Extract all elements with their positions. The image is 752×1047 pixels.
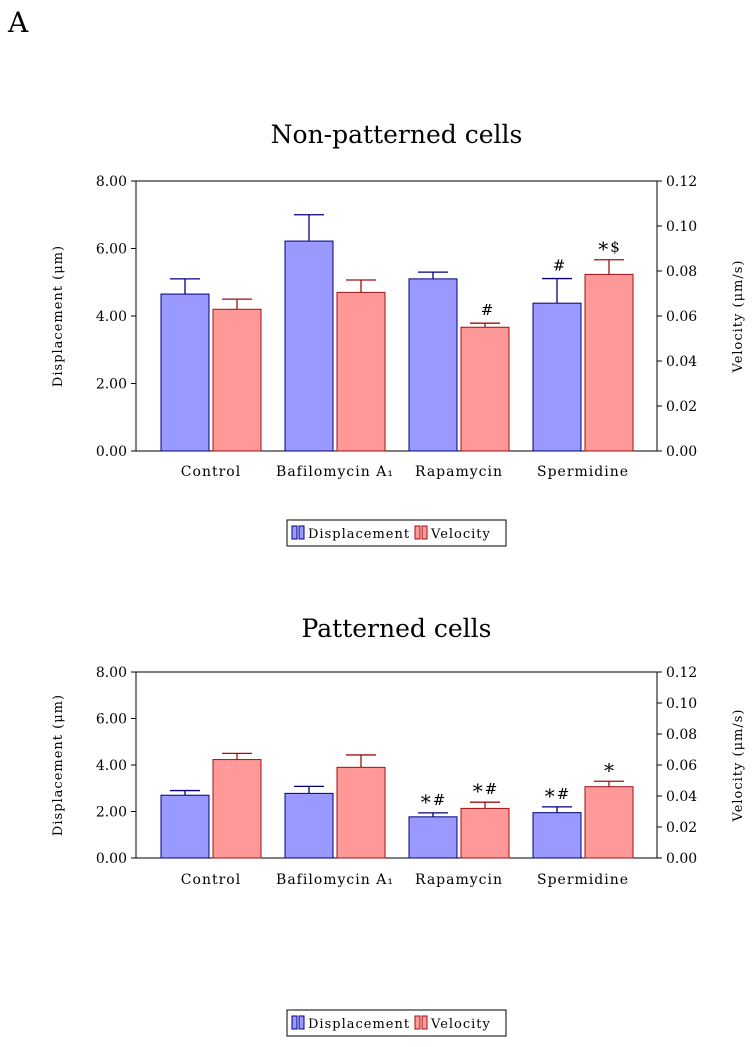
chart1-displacement-bar xyxy=(408,278,458,452)
chart1-left-tick-label: 2.00 xyxy=(96,377,127,393)
chart2-velocity-bar xyxy=(584,786,634,859)
chart1-displacement-bar xyxy=(160,293,210,452)
chart1-left-tick-label: 0.00 xyxy=(96,444,127,460)
chart1-right-tick-label: 0.00 xyxy=(666,444,697,460)
chart2-legend-velocity-swatch xyxy=(414,1015,421,1030)
chart2-displacement-bar xyxy=(284,792,334,859)
chart1-displacement-bar xyxy=(532,302,582,452)
chart1-category-label: Control xyxy=(181,464,241,480)
chart2-right-tick-label: 0.10 xyxy=(666,696,697,712)
chart2-right-tick-label: 0.08 xyxy=(666,727,697,743)
chart1-legend-displacement-swatch xyxy=(291,525,298,540)
chart2-left-tick-label: 4.00 xyxy=(96,758,127,774)
chart1-velocity-bar xyxy=(460,326,510,452)
chart1-right-tick-label: 0.02 xyxy=(666,399,697,415)
chart1-category-label: Bafilomycin A₁ xyxy=(276,464,394,480)
chart1-left-tick-label: 8.00 xyxy=(96,174,127,190)
chart1-category-label: Spermidine xyxy=(537,464,629,480)
chart2-velocity-significance-label: * xyxy=(604,758,614,782)
chart2-right-tick-label: 0.02 xyxy=(666,820,697,836)
chart1-category-label: Rapamycin xyxy=(415,464,503,480)
chart1-velocity-bar xyxy=(212,308,262,452)
chart1-right-axis-label: Velocity (μm/s) xyxy=(731,260,746,374)
chart1-legend-velocity-label: Velocity xyxy=(430,527,491,542)
chart2-title: Patterned cells xyxy=(302,614,492,643)
chart1-right-tick-label: 0.08 xyxy=(666,264,697,280)
chart1-velocity-bar xyxy=(336,291,386,452)
chart1-displacement-bar xyxy=(284,240,334,452)
chart2-velocity-bar xyxy=(212,759,262,859)
chart2-left-tick-label: 6.00 xyxy=(96,712,127,728)
chart1-title: Non-patterned cells xyxy=(271,120,523,149)
chart1-right-tick-label: 0.04 xyxy=(666,354,697,370)
chart2-displacement-significance-label: * # xyxy=(545,784,570,808)
chart2-category-label: Control xyxy=(181,872,241,888)
chart1-velocity-significance-label: # xyxy=(481,301,494,319)
chart1-right-tick-label: 0.06 xyxy=(666,309,697,325)
chart1-left-tick-label: 6.00 xyxy=(96,242,127,258)
chart1-velocity-bar xyxy=(584,273,634,452)
chart2-left-tick-label: 2.00 xyxy=(96,805,127,821)
chart2-left-tick-label: 0.00 xyxy=(96,851,127,867)
chart1-velocity-significance-label: * $ xyxy=(598,237,620,261)
chart2-category-label: Spermidine xyxy=(537,872,629,888)
chart2-legend-velocity-label: Velocity xyxy=(430,1017,491,1032)
chart2-left-tick-label: 8.00 xyxy=(96,665,127,681)
chart2-legend-velocity-swatch xyxy=(421,1015,428,1030)
chart2-displacement-bar xyxy=(160,794,210,859)
chart1-right-tick-label: 0.12 xyxy=(666,174,697,190)
chart2-legend-displacement-swatch xyxy=(291,1015,298,1030)
chart2-velocity-bar xyxy=(336,766,386,859)
panel-label: A xyxy=(8,6,29,39)
chart2-right-tick-label: 0.12 xyxy=(666,665,697,681)
chart2-left-axis-label: Displacement (μm) xyxy=(51,694,66,836)
chart2-velocity-bar xyxy=(460,807,510,859)
chart1-legend-box xyxy=(286,519,507,547)
chart2-right-axis-label: Velocity (μm/s) xyxy=(731,709,746,823)
chart2-displacement-significance-label: * # xyxy=(421,790,446,814)
chart2-legend-displacement-swatch xyxy=(298,1015,305,1030)
chart1-left-axis-label: Displacement (μm) xyxy=(51,245,66,387)
chart2-right-tick-label: 0.00 xyxy=(666,851,697,867)
chart2-category-label: Bafilomycin A₁ xyxy=(276,872,394,888)
chart2-displacement-bar xyxy=(408,816,458,859)
chart1-right-tick-label: 0.10 xyxy=(666,219,697,235)
chart1-legend-displacement-swatch xyxy=(298,525,305,540)
chart1-legend-velocity-swatch xyxy=(421,525,428,540)
chart2-right-tick-label: 0.04 xyxy=(666,789,697,805)
chart2-legend-displacement-label: Displacement xyxy=(308,1017,410,1032)
chart1-legend-velocity-swatch xyxy=(414,525,421,540)
chart2-velocity-significance-label: * # xyxy=(473,779,498,803)
chart2-legend-box xyxy=(286,1009,507,1037)
chart2-category-label: Rapamycin xyxy=(415,872,503,888)
chart1-legend-displacement-label: Displacement xyxy=(308,527,410,542)
chart1-left-tick-label: 4.00 xyxy=(96,309,127,325)
chart1-displacement-significance-label: # xyxy=(553,257,566,275)
chart2-right-tick-label: 0.06 xyxy=(666,758,697,774)
chart2-displacement-bar xyxy=(532,812,582,859)
